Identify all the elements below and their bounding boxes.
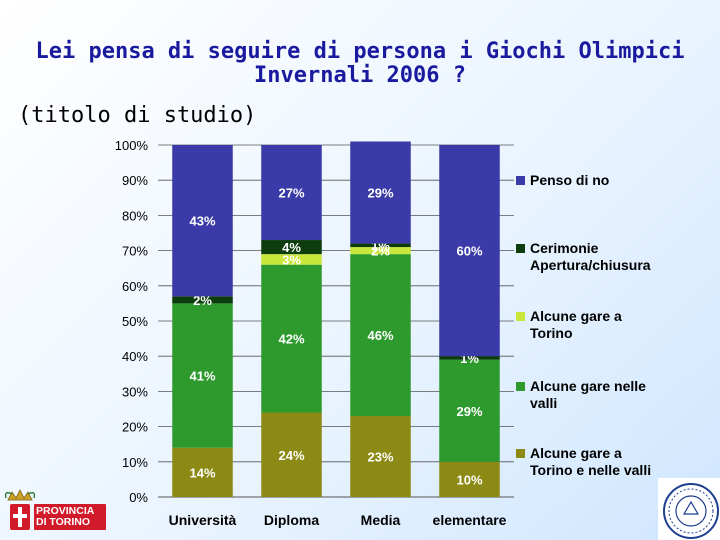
y-tick-label: 60% [122,279,148,294]
chart-title-line1: Lei pensa di seguire di persona i Giochi… [35,39,685,64]
legend-entry-line1: Alcune gare a [530,308,622,324]
provincia-label-line1: PROVINCIA [36,505,95,517]
x-tick-label: Università [169,512,237,528]
data-label: 3% [282,252,301,267]
legend-swatch [516,312,525,321]
y-tick-label: 50% [122,314,148,329]
y-tick-label: 100% [115,138,149,153]
legend-swatch [516,449,525,458]
data-label: 10% [456,472,482,487]
y-tick-label: 70% [122,244,148,259]
bar-segment [350,243,411,248]
bar-segment [261,145,322,241]
bar-segment [172,145,233,297]
legend-entry-line1: Alcune gare nelle [530,378,646,394]
data-label: 27% [278,186,304,201]
legend-swatch [516,382,525,391]
data-label: 29% [456,404,482,419]
legend-swatch [516,176,525,185]
bar-segment [261,264,322,413]
bar-segment [439,359,500,462]
provincia-di-torino-logo [4,489,106,530]
bar-segment [350,141,411,244]
data-label: 42% [278,332,304,347]
data-label: 2% [371,244,390,259]
bar-segment [261,254,322,265]
data-label: 46% [367,328,393,343]
chart-title: Lei pensa di seguire di persona i Giochi… [0,40,720,88]
bar-segment [172,296,233,304]
data-label: 43% [189,214,215,229]
x-tick-label: elementare [433,512,507,528]
provincia-label: PROVINCIA DI TORINO [36,506,106,528]
bar-segment [439,461,500,497]
data-label: 23% [367,450,393,465]
shield-icon [10,504,30,530]
legend-entry-line1: Alcune gare a [530,445,622,461]
data-label: 4% [282,240,301,255]
data-label: 2% [193,293,212,308]
y-tick-label: 0% [129,490,148,505]
legend-entry-line1: Cerimonie [530,240,599,256]
chart-title-line2: Invernali 2006 ? [254,63,466,88]
legend-entry-line2: Apertura/chiusura [530,257,651,273]
bar-segment [172,303,233,448]
data-label: 14% [189,465,215,480]
bar-segment [261,412,322,497]
chart-subtitle: (titolo di studio) [18,103,257,128]
y-tick-label: 20% [122,420,148,435]
y-tick-label: 30% [122,384,148,399]
bar-segment [261,240,322,255]
provincia-label-line2: DI TORINO [36,516,91,528]
data-label: 24% [278,448,304,463]
y-tick-label: 10% [122,455,148,470]
y-tick-label: 90% [122,173,148,188]
x-tick-label: Media [361,512,401,528]
bar-segment [350,247,411,255]
bar-segment [439,145,500,357]
crown-icon [4,489,36,501]
bar-segment [172,447,233,497]
legend-entry-line2: valli [530,395,557,411]
data-label: 41% [189,369,215,384]
legend-entry-line1: Penso di no [530,172,609,188]
bar-segment [350,254,411,417]
legend-entry-line2: Torino [530,325,573,341]
bar-segment [439,356,500,360]
legend-entry-line2: Torino e nelle valli [530,462,651,478]
data-label: 60% [456,244,482,259]
x-tick-label: Diploma [264,512,319,528]
y-tick-label: 80% [122,208,148,223]
legend-swatch [516,244,525,253]
official-seal-icon [658,478,720,540]
y-tick-label: 40% [122,349,148,364]
data-label: 29% [367,186,393,201]
bar-segment [350,416,411,497]
